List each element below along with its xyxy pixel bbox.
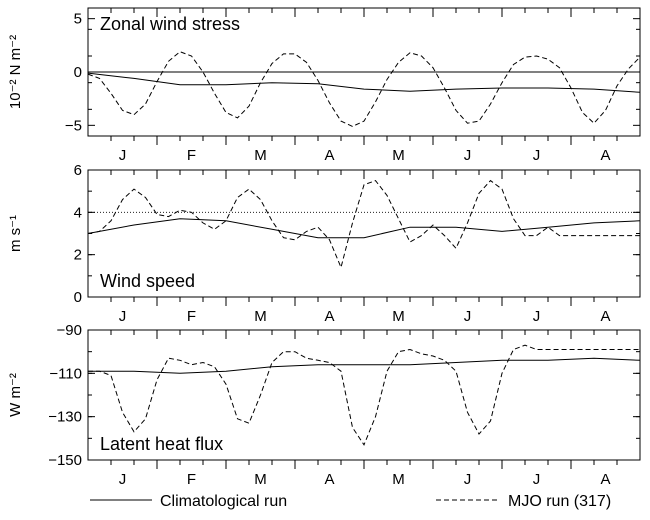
y-tick-label: 5 [74, 11, 82, 28]
month-label: J [119, 147, 127, 164]
month-label: J [464, 471, 472, 488]
series-line-mjo-run-317 [87, 51, 641, 127]
month-label: A [324, 471, 334, 488]
month-label: A [324, 308, 334, 325]
y-tick-label: −90 [57, 322, 82, 339]
y-tick-label: −110 [49, 365, 82, 382]
month-label: M [392, 147, 405, 164]
month-label: M [254, 147, 267, 164]
panel-zonal-wind-stress: 5 0 −5 J F M A M J J A Zonal wind stress 10⁻² N m⁻² [7, 7, 641, 164]
month-label: A [600, 147, 610, 164]
month-label: J [533, 308, 541, 325]
legend-label-climatological: Climatological run [160, 493, 287, 510]
month-label: M [392, 471, 405, 488]
series-line-mjo-run-317 [88, 344, 640, 446]
panel-latent-heat-flux: −90 −110 −130 −150 J F M A M J J A Latent heat flux W… [7, 322, 641, 488]
month-label: F [187, 308, 196, 325]
y-tick-label: 0 [74, 289, 82, 306]
series-line-mjo-run-317 [87, 179, 640, 269]
month-label: M [392, 308, 405, 325]
month-label: J [533, 471, 541, 488]
month-label: A [600, 471, 610, 488]
y-tick-label: 2 [74, 247, 82, 264]
month-label: F [187, 471, 196, 488]
month-label: F [187, 147, 196, 164]
y-tick-label: 0 [74, 64, 82, 81]
panel-title: Zonal wind stress [100, 14, 240, 34]
y-tick-label: −130 [48, 409, 82, 426]
y-tick-label: 4 [74, 204, 82, 221]
month-label: M [254, 471, 267, 488]
panel-wind-speed: 6 4 2 0 J F M A M J J A Wind speed m s⁻¹ [7, 162, 641, 325]
y-axis-label: m s⁻¹ [7, 215, 24, 252]
month-label: J [464, 308, 472, 325]
panel-title: Wind speed [100, 271, 195, 291]
y-axis-label: 10⁻² N m⁻² [7, 35, 24, 109]
month-label: J [119, 308, 127, 325]
legend-label-mjo: MJO run (317) [508, 493, 611, 510]
month-label: J [533, 147, 541, 164]
y-tick-label: −150 [48, 452, 82, 469]
series-line-climatological-run [87, 72, 641, 93]
y-tick-label: 6 [74, 162, 82, 179]
panel-title: Latent heat flux [100, 434, 223, 454]
month-label: J [119, 471, 127, 488]
month-label: A [600, 308, 610, 325]
y-axis-label: W m⁻² [7, 373, 24, 417]
month-label: M [254, 308, 267, 325]
y-tick-label: −5 [65, 117, 82, 134]
series-line-climatological-run [88, 357, 641, 374]
series-line-climatological-run [87, 218, 641, 239]
month-label: J [464, 147, 472, 164]
month-label: A [324, 147, 334, 164]
legend: Climatological run MJO run (317) [90, 493, 611, 510]
